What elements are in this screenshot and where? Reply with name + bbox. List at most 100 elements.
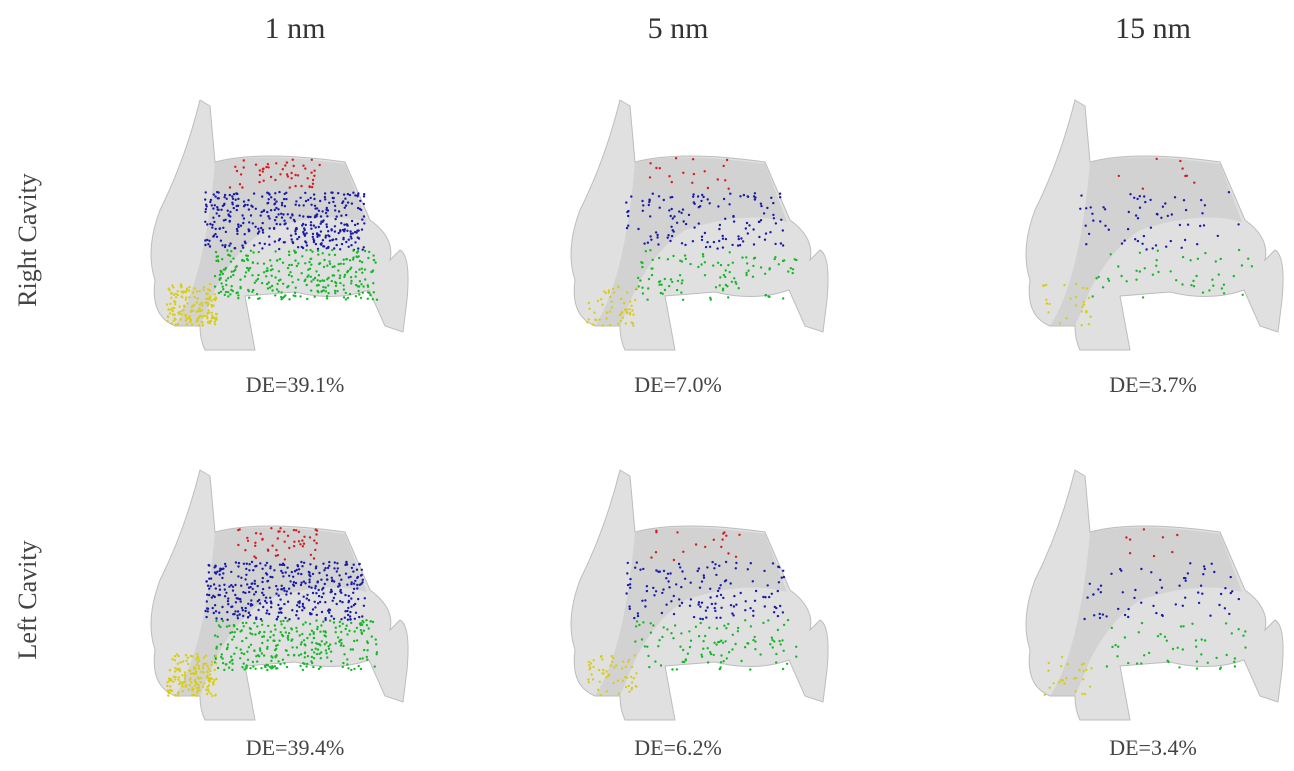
particle — [1143, 654, 1145, 656]
particle — [315, 243, 317, 245]
particle — [293, 294, 295, 296]
particle — [262, 229, 264, 231]
particle — [269, 286, 271, 288]
particle — [243, 217, 245, 219]
particle — [276, 288, 278, 290]
particle — [239, 657, 241, 659]
particle — [266, 202, 268, 204]
deposition-efficiency: DE=39.1% — [246, 372, 345, 397]
particle — [240, 577, 242, 579]
particle — [177, 695, 179, 697]
particle — [330, 589, 332, 591]
particle — [296, 630, 298, 632]
particle — [335, 627, 337, 629]
particle — [219, 626, 221, 628]
particle — [273, 227, 275, 229]
particle — [179, 681, 181, 683]
particle — [1144, 267, 1146, 269]
particle — [202, 289, 204, 291]
particle — [687, 653, 689, 655]
particle — [184, 681, 186, 683]
particle — [629, 301, 631, 303]
particle — [225, 592, 227, 594]
particle — [350, 648, 352, 650]
particle — [713, 567, 715, 569]
particle — [701, 194, 703, 196]
particle — [244, 242, 246, 244]
particle — [304, 262, 306, 264]
particle — [650, 556, 652, 558]
particle — [250, 214, 252, 216]
particle — [180, 318, 182, 320]
particle — [200, 681, 202, 683]
particle — [727, 552, 729, 554]
particle — [1063, 682, 1065, 684]
particle — [1047, 670, 1049, 672]
particle — [320, 657, 322, 659]
particle — [249, 267, 251, 269]
particle — [693, 173, 695, 175]
particle — [349, 618, 351, 620]
particle — [295, 529, 297, 531]
particle — [1100, 591, 1102, 593]
particle — [330, 591, 332, 593]
particle — [1137, 217, 1139, 219]
particle — [1152, 605, 1154, 607]
particle — [612, 288, 614, 290]
particle — [1149, 199, 1151, 201]
particle — [639, 569, 641, 571]
particle — [295, 627, 297, 629]
particle — [787, 619, 789, 621]
particle — [764, 294, 766, 296]
particle — [1195, 275, 1197, 277]
particle — [312, 666, 314, 668]
particle — [745, 227, 747, 229]
particle — [209, 296, 211, 298]
particle — [304, 240, 306, 242]
particle — [206, 239, 208, 241]
particle — [270, 606, 272, 608]
particle — [210, 585, 212, 587]
particle — [193, 287, 195, 289]
particle — [706, 566, 708, 568]
particle — [257, 232, 259, 234]
particle — [671, 208, 673, 210]
particle — [205, 208, 207, 210]
particle — [652, 193, 654, 195]
particle — [1231, 590, 1233, 592]
particle — [641, 266, 643, 268]
particle — [670, 632, 672, 634]
particle — [1201, 212, 1203, 214]
particle — [322, 245, 324, 247]
particle — [719, 224, 721, 226]
particle — [182, 309, 184, 311]
particle — [1058, 681, 1060, 683]
particle — [267, 639, 269, 641]
particle — [314, 601, 316, 603]
particle — [257, 278, 259, 280]
particle — [1108, 229, 1110, 231]
particle — [689, 605, 691, 607]
particle — [588, 308, 590, 310]
particle — [1135, 214, 1137, 216]
particle — [297, 174, 299, 176]
particle — [362, 657, 364, 659]
particle — [316, 290, 318, 292]
particle — [281, 588, 283, 590]
particle — [203, 286, 205, 288]
particle — [266, 562, 268, 564]
particle — [1092, 219, 1094, 221]
particle — [222, 227, 224, 229]
particle — [194, 679, 196, 681]
particle — [303, 562, 305, 564]
particle — [259, 650, 261, 652]
particle — [313, 193, 315, 195]
particle — [314, 277, 316, 279]
particle — [208, 684, 210, 686]
particle — [717, 262, 719, 264]
particle — [700, 622, 702, 624]
particle — [354, 630, 356, 632]
particle — [214, 571, 216, 573]
particle — [350, 669, 352, 671]
particle — [1170, 240, 1172, 242]
